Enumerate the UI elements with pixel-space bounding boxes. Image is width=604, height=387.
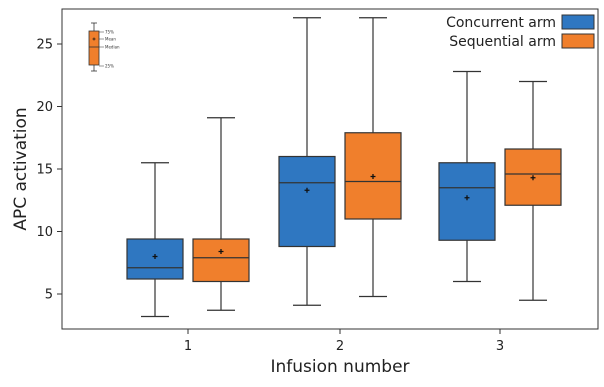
mean-marker (530, 175, 536, 181)
box-concurrent-arm-2 (278, 17, 336, 306)
x-tick-label-2: 2 (336, 339, 344, 354)
mean-marker (152, 254, 158, 259)
y-tick-label-20: 20 (36, 100, 53, 115)
y-tick-label-15: 15 (36, 163, 53, 178)
box-sequential-arm-3 (504, 80, 562, 301)
x-axis: 1 2 3 (184, 329, 504, 354)
key-label-mean: Mean (105, 37, 116, 42)
box-series (126, 17, 562, 318)
legend-label-sequential-arm: Sequential arm (449, 34, 556, 50)
y-tick-label-10: 10 (36, 225, 53, 240)
mean-marker (370, 174, 376, 179)
key-label-median: Median (105, 45, 120, 50)
mean-marker (464, 195, 470, 201)
legend-label-concurrent-arm: Concurrent arm (446, 15, 556, 31)
box-sequential-arm-2 (344, 17, 402, 298)
box-concurrent-arm-1 (126, 162, 184, 318)
iqr-box (192, 238, 250, 283)
mean-marker (304, 187, 310, 193)
legend-swatch-sequential-arm (561, 33, 595, 49)
iqr-box (438, 162, 496, 241)
box-sequential-arm-1 (192, 117, 250, 311)
legend-swatch-concurrent-arm (561, 14, 595, 30)
key-label-25: 25% (105, 64, 114, 69)
y-axis-label: APC activation (11, 107, 31, 230)
box-concurrent-arm-3 (438, 70, 496, 283)
x-tick-label-1: 1 (184, 339, 192, 354)
legend: Concurrent arm Sequential arm (446, 14, 595, 50)
box-key-inset: 75% Mean Median 25% (88, 22, 120, 72)
x-axis-label: Infusion number (270, 357, 409, 377)
y-tick-label-5: 5 (45, 288, 53, 303)
mean-marker (218, 249, 224, 254)
y-tick-label-25: 25 (36, 38, 53, 53)
y-axis: 5 10 15 20 25 (36, 38, 62, 303)
key-label-75: 75% (105, 30, 114, 35)
iqr-box (278, 155, 336, 248)
key-mean (92, 37, 96, 41)
x-tick-label-3: 3 (496, 339, 504, 354)
key-box (88, 30, 100, 66)
